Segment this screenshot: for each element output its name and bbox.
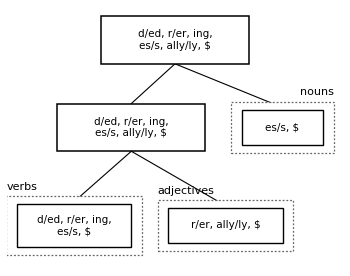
Text: adjectives: adjectives xyxy=(158,186,215,196)
FancyBboxPatch shape xyxy=(168,208,282,243)
FancyBboxPatch shape xyxy=(57,104,205,151)
Text: d/ed, r/er, ing,
es/s, ally/ly, $: d/ed, r/er, ing, es/s, ally/ly, $ xyxy=(94,116,169,138)
Text: d/ed, r/er, ing,
es/s, ally/ly, $: d/ed, r/er, ing, es/s, ally/ly, $ xyxy=(138,29,212,51)
FancyBboxPatch shape xyxy=(101,16,249,64)
FancyBboxPatch shape xyxy=(158,200,293,251)
Text: es/s, $: es/s, $ xyxy=(265,122,300,132)
Text: nouns: nouns xyxy=(300,87,334,97)
Text: r/er, ally/ly, $: r/er, ally/ly, $ xyxy=(191,221,260,230)
Text: verbs: verbs xyxy=(6,182,37,192)
FancyBboxPatch shape xyxy=(231,102,334,153)
FancyBboxPatch shape xyxy=(6,196,142,255)
FancyBboxPatch shape xyxy=(17,204,131,247)
FancyBboxPatch shape xyxy=(242,110,323,145)
Text: d/ed, r/er, ing,
es/s, $: d/ed, r/er, ing, es/s, $ xyxy=(37,215,112,236)
